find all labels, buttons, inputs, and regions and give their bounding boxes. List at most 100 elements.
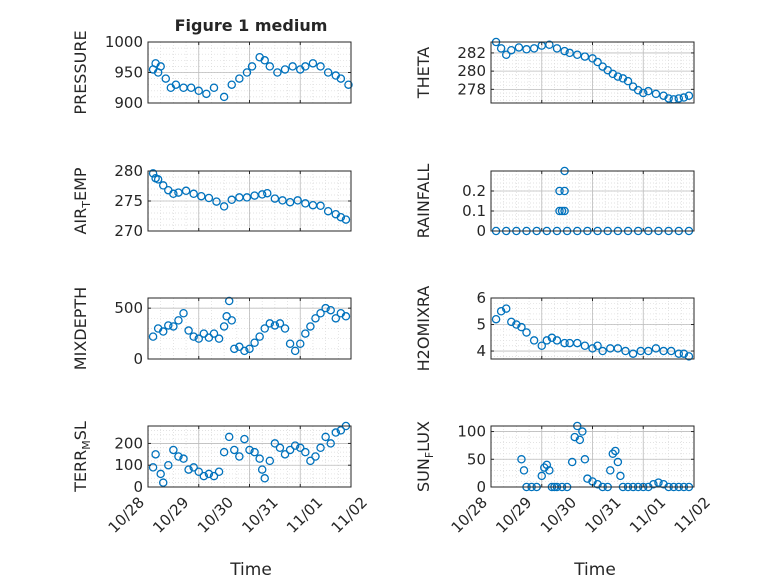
data-point xyxy=(255,454,264,463)
data-point xyxy=(204,333,214,342)
data-point xyxy=(496,307,506,316)
data-point xyxy=(644,86,653,96)
data-point xyxy=(242,68,252,77)
y-tick-label: 100 xyxy=(457,423,486,441)
data-point xyxy=(679,93,689,102)
y-tick-label: 270 xyxy=(114,222,143,240)
data-point xyxy=(593,57,602,67)
data-point xyxy=(204,469,214,479)
data-point xyxy=(621,346,630,356)
data-point xyxy=(306,456,315,466)
y-tick-label: 500 xyxy=(114,299,143,317)
data-point xyxy=(148,332,158,341)
data-point xyxy=(684,352,694,361)
data-point xyxy=(202,89,211,99)
data-point xyxy=(567,457,577,467)
data-point xyxy=(285,445,295,455)
x-tick-label: 10/31 xyxy=(238,493,281,536)
data-point xyxy=(628,349,638,358)
data-point xyxy=(666,346,676,356)
y-tick-label: 0 xyxy=(476,222,486,240)
y-tick-label: 950 xyxy=(114,64,143,82)
data-point xyxy=(323,206,333,216)
data-point xyxy=(285,197,295,207)
data-point xyxy=(301,447,310,457)
data-point xyxy=(344,80,353,89)
data-point xyxy=(542,336,552,345)
data-point xyxy=(197,191,206,201)
data-point xyxy=(219,322,229,331)
data-point xyxy=(235,342,244,352)
data-point xyxy=(290,441,300,450)
data-point xyxy=(316,62,325,71)
data-point xyxy=(222,312,231,321)
data-point xyxy=(326,439,335,448)
data-point xyxy=(611,446,620,456)
data-point xyxy=(257,190,267,199)
data-point xyxy=(270,321,280,330)
data-point xyxy=(639,88,648,98)
data-point xyxy=(580,455,590,464)
subplot-h2omixra: 4 5 6 H2OMIXRA xyxy=(414,286,695,371)
data-point xyxy=(608,449,618,458)
data-point xyxy=(598,346,607,356)
data-point xyxy=(219,202,229,211)
data-point xyxy=(270,439,280,448)
data-point xyxy=(311,452,320,461)
data-point xyxy=(280,324,290,333)
x-axis-label-left: Time xyxy=(229,560,272,580)
data-point xyxy=(169,445,178,455)
data-point xyxy=(265,319,275,328)
data-point xyxy=(651,89,661,99)
data-point xyxy=(209,471,219,481)
data-point xyxy=(512,320,521,329)
y-tick-label: 280 xyxy=(457,62,486,80)
data-point xyxy=(230,344,239,354)
data-point xyxy=(209,83,219,93)
data-point xyxy=(290,346,300,356)
data-point xyxy=(517,322,526,332)
data-point xyxy=(606,466,615,475)
subplot-rainfall: 0 0.1 0.2 RAINFALL xyxy=(414,164,695,240)
data-point xyxy=(169,322,178,331)
data-point xyxy=(293,196,302,205)
data-point xyxy=(179,308,188,318)
y-tick-label: 0.2 xyxy=(462,182,486,200)
data-point xyxy=(245,445,254,455)
data-point xyxy=(194,334,203,343)
data-point xyxy=(537,471,547,481)
y-tick-label: 280 xyxy=(114,162,143,180)
data-point xyxy=(295,443,305,453)
data-point xyxy=(306,322,315,331)
data-point xyxy=(214,334,224,343)
data-point xyxy=(674,94,684,103)
data-point xyxy=(331,428,341,437)
data-point xyxy=(547,333,557,343)
data-point xyxy=(184,465,193,474)
data-point xyxy=(316,201,325,211)
data-point xyxy=(507,45,516,55)
data-point xyxy=(613,72,623,81)
data-point xyxy=(529,44,539,53)
data-point xyxy=(565,48,574,58)
data-point xyxy=(270,194,280,203)
subplot-air_temp: 270 275 280 AIRTEMP xyxy=(71,162,352,240)
subplot-sun_flux: 0 50 100 10/28 10/29 10/30 10/31 11/01 11/02 SUNF… xyxy=(414,421,714,537)
data-point xyxy=(247,62,257,71)
data-point xyxy=(336,426,346,435)
data-point xyxy=(250,338,259,347)
data-point xyxy=(194,467,203,476)
y-tick-label: 275 xyxy=(114,192,143,210)
y-tick-label: 200 xyxy=(114,434,143,452)
data-point xyxy=(158,478,168,487)
x-tick-label: 11/02 xyxy=(671,493,714,536)
y-tick-label: 278 xyxy=(457,80,486,98)
x-tick-label: 10/30 xyxy=(537,493,580,536)
y-tick-label: 4 xyxy=(476,342,486,360)
data-point xyxy=(285,339,295,348)
data-point xyxy=(651,344,661,353)
data-point xyxy=(308,59,318,68)
y-tick-label: 50 xyxy=(467,450,486,468)
